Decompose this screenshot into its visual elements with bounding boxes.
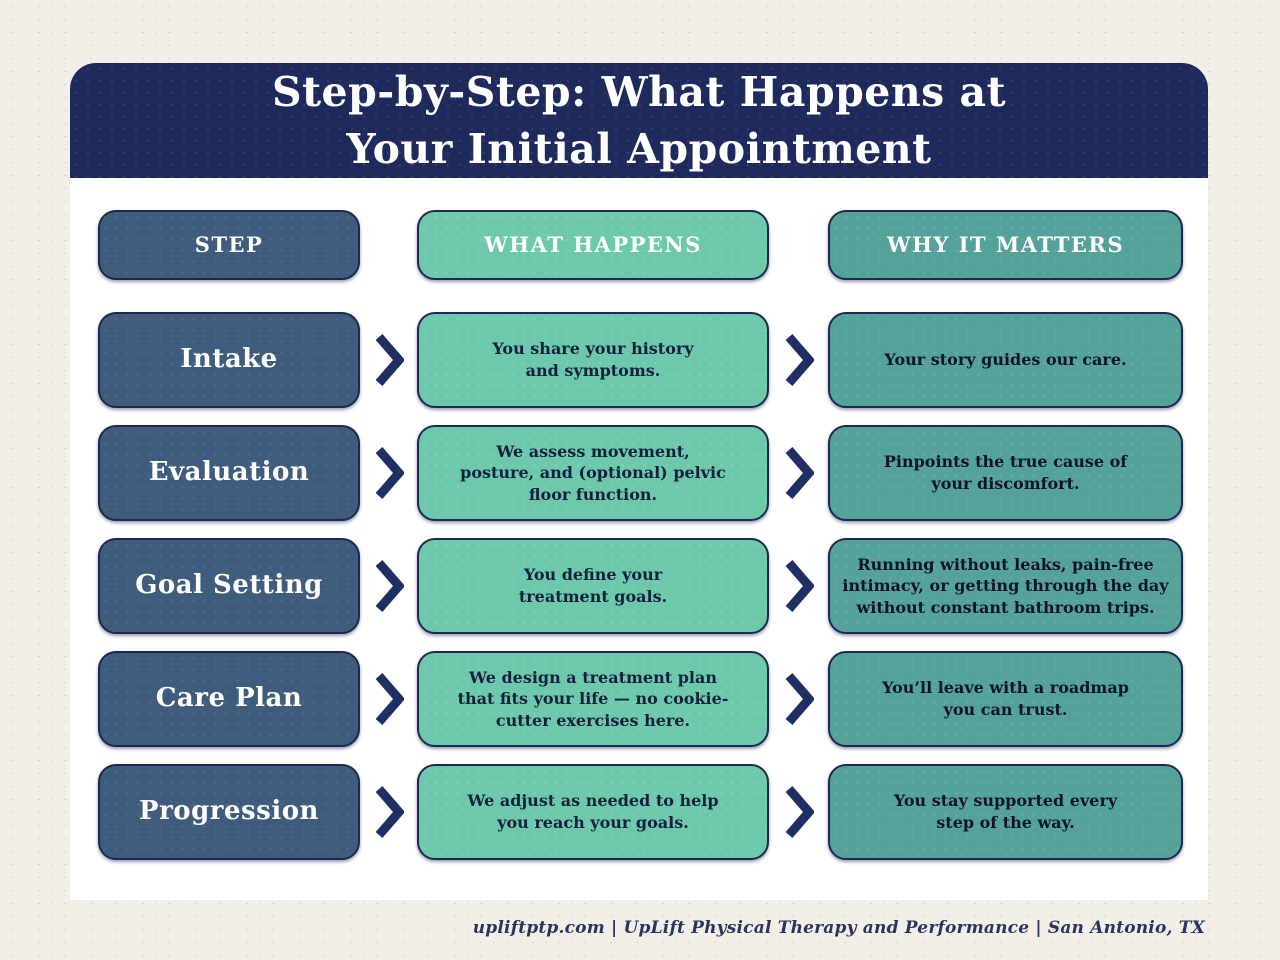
why-it-matters-cell: Pinpoints the true cause of your discomf… [828, 425, 1183, 521]
chevron-right-icon [360, 764, 417, 860]
chevron-right-icon [769, 538, 828, 634]
why-it-matters-cell: Your story guides our care. [828, 312, 1183, 408]
chevron-right-icon [360, 651, 417, 747]
chevron-right-icon [769, 312, 828, 408]
what-happens-cell: You define your treatment goals. [417, 538, 769, 634]
column-header-why-it-matters: WHY IT MATTERS [828, 210, 1183, 280]
why-it-matters-cell: You stay supported every step of the way… [828, 764, 1183, 860]
table-header-row: STEP WHAT HAPPENS WHY IT MATTERS [98, 210, 1183, 280]
what-happens-cell: We design a treatment plan that fits you… [417, 651, 769, 747]
chevron-right-icon [360, 312, 417, 408]
step-cell: Goal Setting [98, 538, 360, 634]
table-row-evaluation: Evaluation We assess movement, posture, … [98, 425, 1183, 521]
chevron-right-icon [360, 425, 417, 521]
column-header-step: STEP [98, 210, 360, 280]
footer-credit: upliftptp.com | UpLift Physical Therapy … [472, 918, 1205, 938]
step-cell: Progression [98, 764, 360, 860]
chevron-right-icon [769, 425, 828, 521]
title-banner: Step-by-Step: What Happens at Your Initi… [70, 63, 1208, 178]
table-row-intake: Intake You share your history and sympto… [98, 312, 1183, 408]
table-row-goal-setting: Goal Setting You define your treatment g… [98, 538, 1183, 634]
column-header-what-happens: WHAT HAPPENS [417, 210, 769, 280]
chevron-right-icon [769, 651, 828, 747]
step-cell: Care Plan [98, 651, 360, 747]
page-title: Step-by-Step: What Happens at Your Initi… [271, 67, 1007, 173]
steps-table: STEP WHAT HAPPENS WHY IT MATTERS Intake … [98, 210, 1183, 860]
what-happens-cell: We assess movement, posture, and (option… [417, 425, 769, 521]
what-happens-cell: You share your history and symptoms. [417, 312, 769, 408]
why-it-matters-cell: You’ll leave with a roadmap you can trus… [828, 651, 1183, 747]
step-cell: Evaluation [98, 425, 360, 521]
chevron-right-icon [360, 538, 417, 634]
infographic-card: Step-by-Step: What Happens at Your Initi… [70, 63, 1208, 900]
chevron-right-icon [769, 764, 828, 860]
table-row-progression: Progression We adjust as needed to help … [98, 764, 1183, 860]
table-row-care-plan: Care Plan We design a treatment plan tha… [98, 651, 1183, 747]
what-happens-cell: We adjust as needed to help you reach yo… [417, 764, 769, 860]
step-cell: Intake [98, 312, 360, 408]
header-spacer [360, 210, 417, 280]
header-spacer [769, 210, 828, 280]
why-it-matters-cell: Running without leaks, pain-free intimac… [828, 538, 1183, 634]
